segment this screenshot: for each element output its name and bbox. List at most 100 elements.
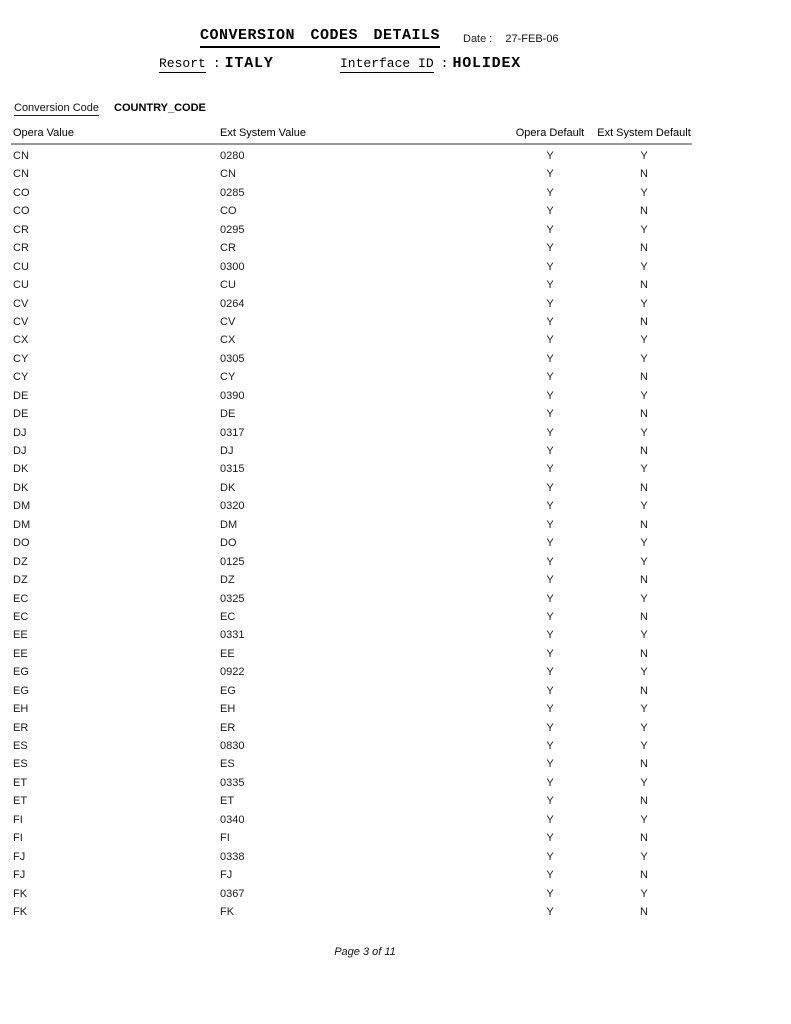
opera-default-cell: Y	[546, 481, 554, 494]
ext-system-value-cell: 0295	[220, 223, 245, 236]
opera-default-cell: Y	[546, 574, 554, 587]
ext-system-default-cell: Y	[640, 666, 648, 679]
opera-value-cell: ET	[13, 795, 28, 808]
ext-system-default-cell: N	[640, 371, 648, 384]
table-row: DJ DJ Y N	[11, 442, 692, 460]
opera-value-cell: DJ	[13, 445, 27, 457]
table-row: FK FK Y N	[11, 903, 692, 921]
opera-value-cell: ER	[13, 721, 29, 734]
opera-default-cell: Y	[546, 666, 554, 679]
date-label: Date :	[463, 33, 493, 45]
ext-system-value-cell: DK	[220, 481, 236, 494]
opera-value-cell: EC	[13, 592, 29, 605]
ext-system-value-cell: EC	[220, 610, 236, 623]
column-header-ext-system-default: Ext System Default	[597, 127, 691, 139]
table-row: DE DE Y N	[11, 405, 692, 423]
opera-default-cell: Y	[546, 445, 554, 457]
ext-system-value-cell: FI	[220, 832, 230, 845]
opera-default-cell: Y	[546, 500, 554, 513]
table-row: CO CO Y N	[11, 202, 692, 220]
ext-system-value-cell: DM	[220, 518, 238, 531]
page-number: Page 3 of 11	[334, 946, 396, 958]
ext-system-default-cell: Y	[640, 629, 648, 642]
opera-value-cell: FJ	[13, 850, 26, 863]
opera-value-cell: FK	[13, 905, 28, 918]
ext-system-value-cell: 0338	[220, 850, 245, 863]
ext-system-default-cell: Y	[640, 813, 648, 826]
ext-system-default-cell: Y	[640, 463, 648, 476]
ext-system-default-cell: N	[640, 315, 648, 328]
opera-default-cell: Y	[546, 537, 554, 550]
opera-default-cell: Y	[546, 315, 554, 328]
opera-default-cell: Y	[546, 518, 554, 531]
opera-value-cell: EG	[13, 684, 29, 697]
ext-system-default-cell: N	[640, 574, 648, 587]
opera-value-cell: ES	[13, 758, 28, 771]
ext-system-value-cell: 0285	[220, 186, 245, 199]
table-row: CY CY Y N	[11, 368, 692, 386]
ext-system-default-cell: N	[640, 408, 648, 421]
opera-default-cell: Y	[546, 813, 554, 826]
ext-system-value-cell: FK	[220, 905, 235, 918]
table-row: ET ET Y N	[11, 792, 692, 810]
opera-value-cell: DM	[13, 500, 31, 513]
ext-system-value-cell: 0367	[220, 887, 245, 900]
ext-system-value-cell: 0390	[220, 389, 245, 402]
ext-system-value-cell: EH	[220, 703, 236, 716]
ext-system-value-cell: 0317	[220, 426, 245, 439]
ext-system-value-cell: CX	[220, 334, 236, 347]
table-row: DZ DZ Y N	[11, 571, 692, 589]
table-row: DK DK Y N	[11, 479, 692, 497]
table-row: DZ 0125 Y Y	[11, 553, 692, 571]
opera-default-cell: Y	[546, 869, 554, 882]
conversion-code-row: Conversion Code COUNTRY_CODE	[14, 102, 206, 116]
ext-system-value-cell: DJ	[220, 445, 234, 457]
opera-value-cell: FJ	[13, 869, 26, 882]
ext-system-default-cell: Y	[640, 537, 648, 550]
opera-value-cell: FI	[13, 832, 23, 845]
table-row: DK 0315 Y Y	[11, 460, 692, 478]
ext-system-default-cell: Y	[640, 721, 648, 734]
ext-system-value-cell: 0325	[220, 592, 245, 605]
ext-system-default-cell: Y	[640, 850, 648, 863]
ext-system-default-cell: N	[640, 481, 648, 494]
table-row: FJ 0338 Y Y	[11, 848, 692, 866]
ext-system-default-cell: Y	[640, 297, 648, 310]
table-row: FK 0367 Y Y	[11, 885, 692, 903]
ext-system-default-cell: Y	[640, 500, 648, 513]
opera-value-cell: DE	[13, 408, 29, 421]
opera-value-cell: DZ	[13, 555, 28, 568]
table-row: EG 0922 Y Y	[11, 663, 692, 681]
table-row: DJ 0317 Y Y	[11, 424, 692, 442]
ext-system-default-cell: Y	[640, 223, 648, 236]
ext-system-default-cell: Y	[640, 426, 648, 439]
table-row: CY 0305 Y Y	[11, 350, 692, 368]
opera-value-cell: CN	[13, 168, 29, 181]
ext-system-value-cell: CU	[220, 279, 236, 292]
table-row: FI 0340 Y Y	[11, 811, 692, 829]
opera-default-cell: Y	[546, 795, 554, 808]
opera-value-cell: DK	[13, 481, 29, 494]
opera-value-cell: DK	[13, 463, 29, 476]
opera-default-cell: Y	[546, 463, 554, 476]
ext-system-default-cell: Y	[640, 740, 648, 752]
table-row: EE 0331 Y Y	[11, 626, 692, 644]
date-value: 27-FEB-06	[505, 33, 559, 45]
opera-value-cell: CY	[13, 371, 29, 384]
opera-default-cell: Y	[546, 260, 554, 273]
table-row: EH EH Y Y	[11, 700, 692, 718]
table-row: EE EE Y N	[11, 645, 692, 663]
interface-id-value: HOLIDEX	[452, 55, 522, 72]
table-header-row: Opera Value Ext System Value Opera Defau…	[11, 124, 692, 145]
table-row: CO 0285 Y Y	[11, 184, 692, 202]
resort-separator: :	[212, 56, 221, 71]
opera-default-cell: Y	[546, 205, 554, 218]
table-row: EG EG Y N	[11, 682, 692, 700]
table-row: CV CV Y N	[11, 313, 692, 331]
ext-system-value-cell: CV	[220, 315, 236, 328]
column-header-opera-default: Opera Default	[515, 127, 585, 139]
opera-default-cell: Y	[546, 279, 554, 292]
opera-default-cell: Y	[546, 647, 554, 660]
ext-system-default-cell: Y	[640, 592, 648, 605]
ext-system-value-cell: 0264	[220, 297, 245, 310]
